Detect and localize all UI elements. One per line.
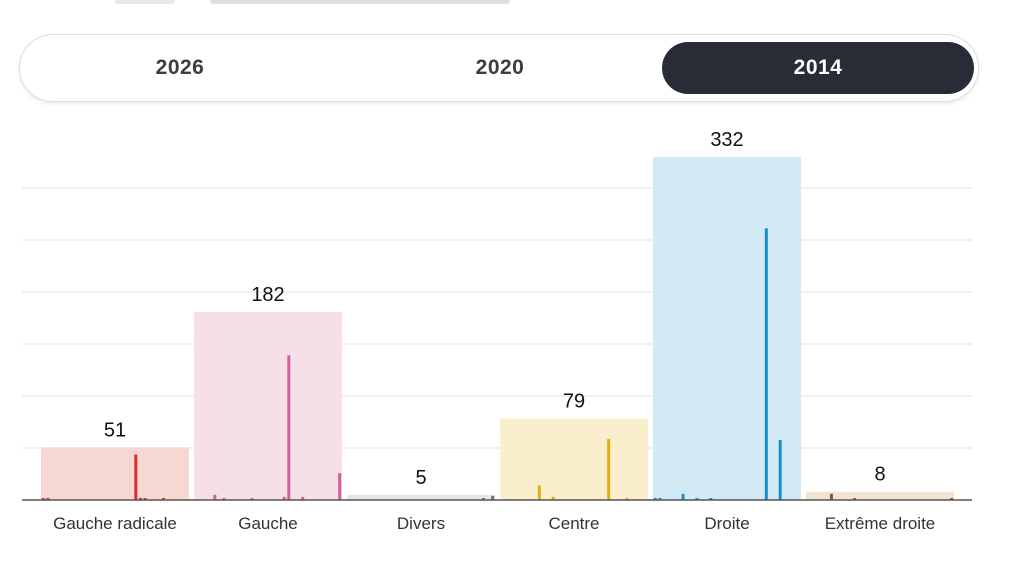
sub-bar[interactable] — [950, 498, 954, 500]
tab-2026[interactable]: 2026 — [155, 56, 205, 79]
group-total-bar[interactable] — [194, 311, 342, 500]
sub-bar[interactable] — [287, 355, 291, 500]
group-total-bar[interactable] — [806, 491, 954, 500]
sub-bar[interactable] — [653, 497, 657, 500]
sub-bar[interactable] — [282, 496, 286, 500]
year-tab-bar: 2026 2020 2014 — [19, 34, 979, 102]
sub-bar[interactable] — [250, 497, 254, 500]
sub-bar[interactable] — [681, 493, 685, 500]
sub-bar[interactable] — [222, 497, 226, 500]
category-label: Extrême droite — [825, 514, 936, 533]
group-total-label: 5 — [415, 467, 426, 489]
sub-bar[interactable] — [134, 454, 138, 500]
sub-bar[interactable] — [301, 496, 305, 500]
group-total-bar[interactable] — [41, 447, 189, 500]
sub-bar[interactable] — [143, 498, 147, 500]
group-total-bar[interactable] — [500, 418, 648, 500]
cropped-text-fragment — [210, 0, 510, 4]
group-4: 332 Droite — [653, 129, 801, 533]
sub-bar[interactable] — [853, 498, 857, 500]
category-label: Droite — [704, 514, 749, 533]
group-5: 8 Extrême droite — [806, 464, 954, 533]
group-total-bar[interactable] — [347, 494, 495, 500]
sub-bar[interactable] — [162, 498, 166, 500]
sub-bar[interactable] — [41, 498, 45, 500]
sub-bar[interactable] — [551, 496, 555, 500]
sub-bar[interactable] — [695, 498, 699, 500]
category-label: Centre — [548, 514, 599, 533]
sub-bar[interactable] — [658, 497, 662, 500]
tab-2020[interactable]: 2020 — [475, 56, 525, 79]
group-total-label: 332 — [710, 129, 743, 151]
group-2: 5 Divers — [347, 467, 495, 533]
chart-groups: 51 Gauche radicale 182 Gauche 5 Divers 79 Centr… — [41, 129, 954, 533]
sub-bar[interactable] — [46, 498, 50, 500]
group-1: 182 Gauche — [194, 284, 342, 533]
sub-bar[interactable] — [607, 439, 611, 500]
sub-bar[interactable] — [625, 497, 629, 500]
sub-bar[interactable] — [213, 494, 217, 500]
sub-bar[interactable] — [709, 498, 713, 500]
tab-2014[interactable]: 2014 — [662, 42, 974, 94]
category-label: Gauche radicale — [53, 514, 177, 533]
grid-lines — [22, 187, 972, 449]
cropped-text-fragment — [115, 0, 175, 4]
group-total-label: 79 — [563, 390, 585, 412]
sub-bar[interactable] — [778, 440, 782, 500]
sub-bar[interactable] — [481, 498, 485, 500]
sub-bar[interactable] — [338, 473, 342, 500]
sub-bar[interactable] — [829, 493, 833, 500]
sub-bar[interactable] — [491, 495, 495, 500]
sub-bar[interactable] — [138, 497, 142, 500]
group-3: 79 Centre — [500, 390, 648, 533]
category-label: Divers — [397, 514, 445, 533]
sub-bar[interactable] — [537, 485, 541, 500]
cropped-header — [0, 0, 1024, 8]
group-total-label: 51 — [104, 419, 126, 441]
group-total-label: 182 — [251, 284, 284, 306]
sub-bar[interactable] — [764, 228, 768, 501]
group-0: 51 Gauche radicale — [41, 419, 189, 533]
bar-chart: 51 Gauche radicale 182 Gauche 5 Divers 79 Centr… — [22, 129, 972, 533]
group-total-bar[interactable] — [653, 157, 801, 500]
group-total-label: 8 — [874, 464, 885, 486]
category-label: Gauche — [238, 514, 298, 533]
